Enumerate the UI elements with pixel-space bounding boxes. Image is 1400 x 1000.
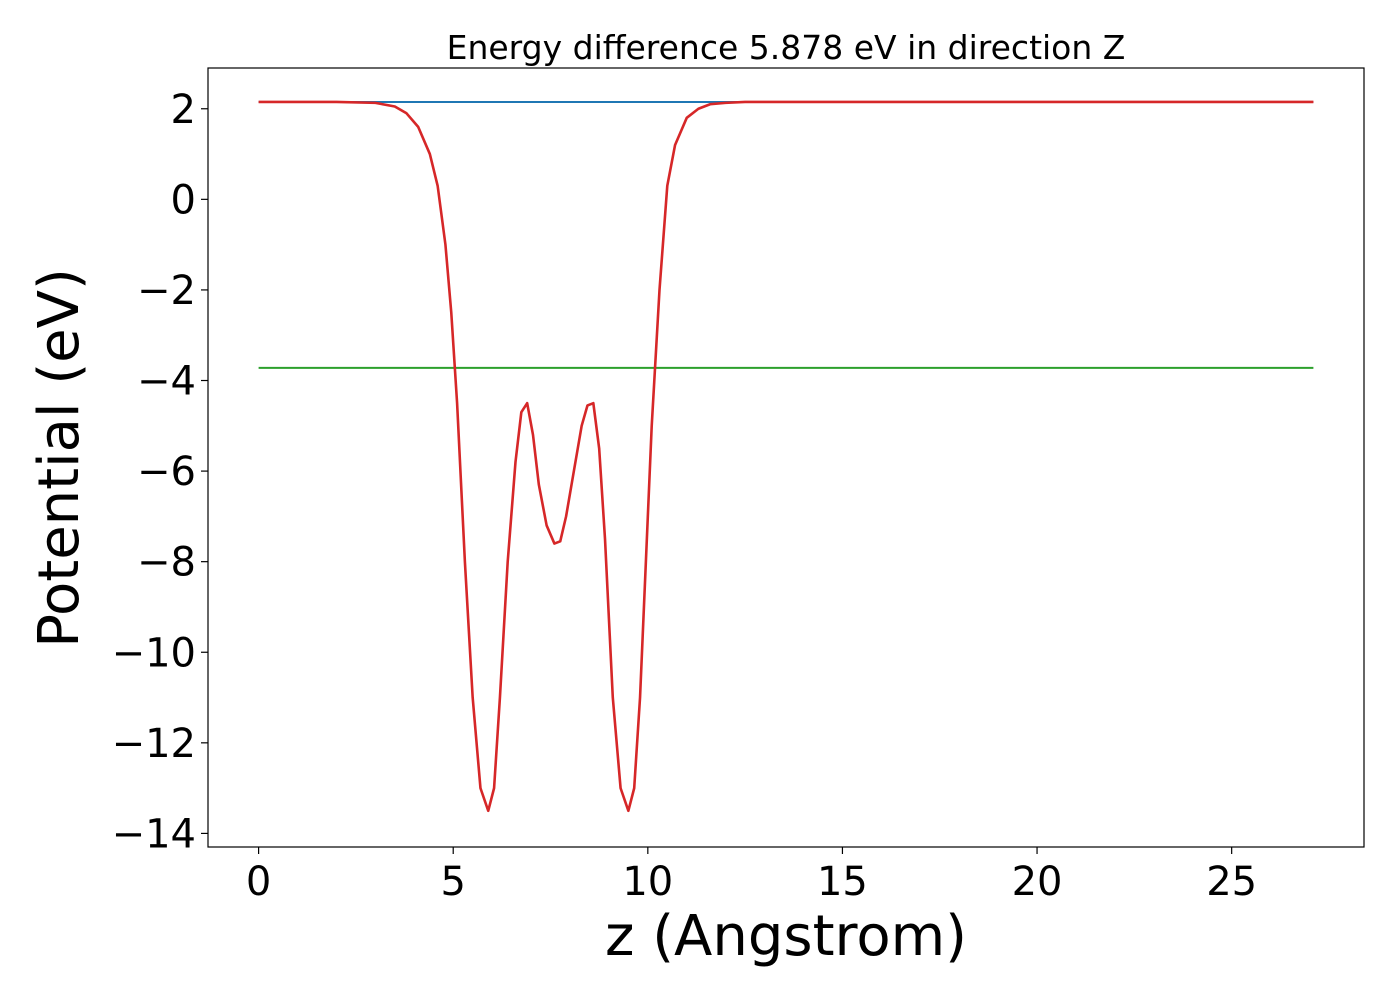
y-tick-label: −8: [137, 540, 196, 586]
x-tick-label: 5: [440, 859, 465, 905]
x-tick-label: 15: [817, 859, 868, 905]
y-axis-ticks: 2 0 −2 −4 −6 −8 −10 −12 −14: [112, 87, 208, 857]
series-line-4: [258, 100, 1314, 813]
x-tick-label: 25: [1206, 859, 1257, 905]
y-tick-label: 0: [171, 177, 196, 223]
y-tick-label: −6: [137, 449, 196, 495]
y-tick-label: −2: [137, 268, 196, 314]
series-layer: [258, 100, 1314, 813]
y-tick-label: −14: [112, 811, 196, 857]
plot-frame: [207, 67, 1365, 848]
y-tick-label: −4: [137, 359, 196, 405]
y-tick-label: −12: [112, 721, 196, 767]
x-tick-label: 10: [622, 859, 673, 905]
y-tick-label: 2: [171, 87, 196, 133]
y-tick-label: −10: [112, 630, 196, 676]
y-axis-label: Potential (eV): [27, 268, 92, 648]
x-tick-label: 20: [1012, 859, 1063, 905]
x-axis-ticks: 0 5 10 15 20 25: [246, 847, 1257, 905]
x-axis-label: z (Angstrom): [605, 904, 967, 969]
x-tick-label: 0: [246, 859, 271, 905]
chart-title: Energy difference 5.878 eV in direction …: [447, 28, 1126, 67]
